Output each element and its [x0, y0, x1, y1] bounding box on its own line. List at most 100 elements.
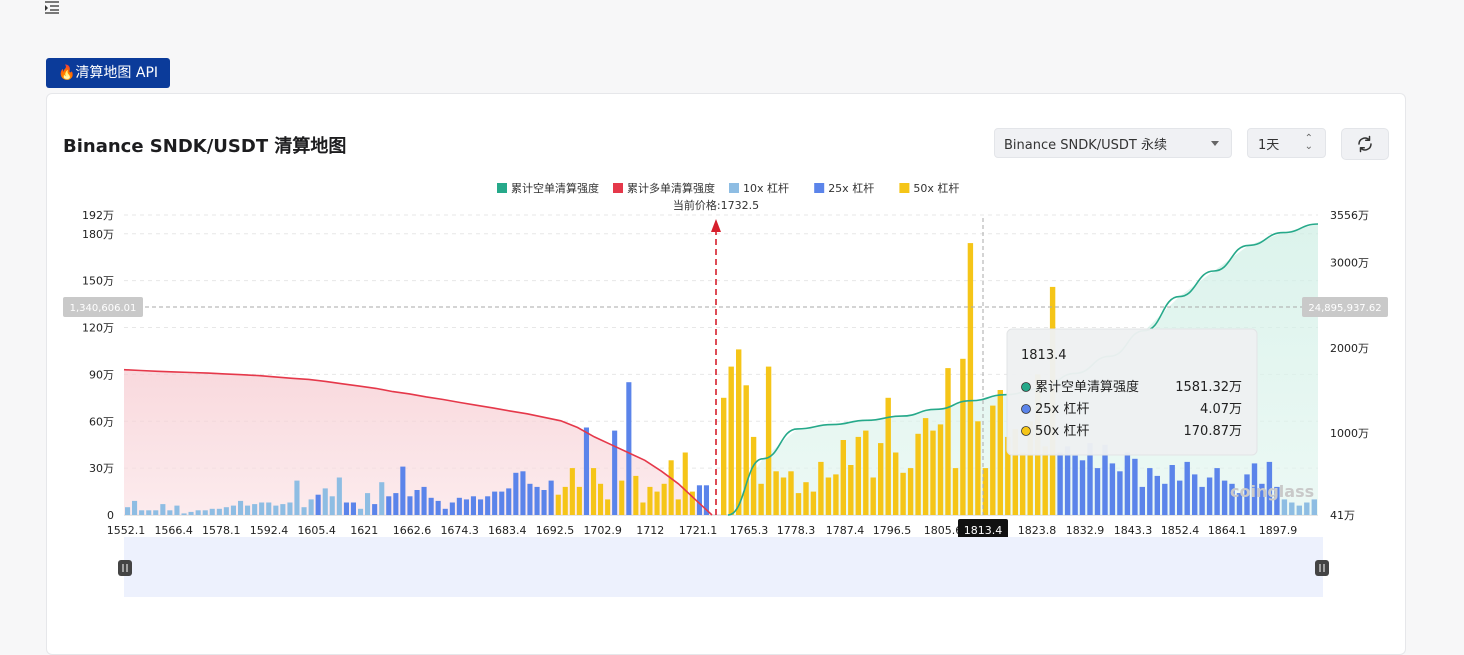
- short-liquidation-bar: [1079, 460, 1086, 515]
- short-liquidation-bar: [1296, 505, 1302, 515]
- long-liquidation-bar: [358, 508, 364, 516]
- x-axis-tick: 1702.9: [583, 524, 622, 537]
- x-axis-tick: 1823.8: [1018, 524, 1057, 537]
- exchange-pair-select[interactable]: Binance SNDK/USDT 永续: [994, 128, 1232, 158]
- legend-item[interactable]: 10x 杠杆: [729, 181, 789, 195]
- long-liquidation-bar: [245, 505, 251, 515]
- short-liquidation-bar: [1139, 486, 1145, 515]
- crosshair-left-label: 1,340,606.01: [70, 303, 137, 314]
- long-liquidation-bar: [223, 507, 229, 515]
- liquidation-chart[interactable]: 累计空单清算强度 累计多单清算强度 10x 杠杆 25x 杠杆 50x 杠杆当前价格:1…: [0, 0, 1464, 630]
- up-down-chevron-icon: ⌃ ⌄: [1304, 133, 1313, 152]
- long-liquidation-bar: [696, 485, 702, 515]
- short-liquidation-bar: [721, 397, 727, 515]
- long-liquidation-bar: [125, 507, 131, 515]
- long-liquidation-bar: [548, 480, 554, 515]
- short-liquidation-bar: [982, 468, 989, 515]
- refresh-button[interactable]: [1341, 128, 1389, 160]
- long-liquidation-bar: [414, 490, 420, 515]
- x-axis-tick: 1566.4: [154, 524, 193, 537]
- short-liquidation-bar: [780, 477, 787, 515]
- long-liquidation-bar: [273, 505, 279, 515]
- long-liquidation-bar: [583, 427, 589, 515]
- long-liquidation-bar: [435, 500, 441, 515]
- current-price-arrow-icon: [711, 219, 721, 232]
- long-liquidation-bar: [336, 477, 342, 515]
- long-liquidation-bar: [527, 483, 533, 516]
- short-liquidation-bar: [765, 366, 772, 515]
- long-liquidation-bar: [703, 485, 709, 515]
- short-liquidation-bar: [818, 461, 824, 515]
- x-axis-tick: 1864.1: [1208, 524, 1247, 537]
- long-liquidation-bar: [308, 499, 314, 515]
- long-liquidation-bar: [386, 496, 392, 516]
- long-liquidation-bar: [238, 500, 244, 515]
- long-liquidation-bar: [534, 486, 540, 515]
- long-liquidation-bar: [230, 505, 236, 515]
- short-liquidation-bar: [1199, 486, 1205, 515]
- short-liquidation-bar: [1124, 452, 1131, 515]
- legend-item[interactable]: 累计多单清算强度: [613, 181, 715, 195]
- short-liquidation-bar: [1012, 429, 1018, 515]
- short-liquidation-bar: [1072, 455, 1078, 515]
- right-axis-tick: 41万: [1330, 509, 1355, 522]
- short-liquidation-bar: [1259, 483, 1265, 516]
- short-liquidation-bar: [848, 465, 854, 515]
- long-liquidation-bar: [294, 480, 300, 515]
- x-axis-tick: 1832.9: [1066, 524, 1105, 537]
- chevron-down-icon: [1211, 141, 1219, 146]
- legend-item[interactable]: 50x 杠杆: [899, 181, 959, 195]
- legend-item[interactable]: 25x 杠杆: [814, 181, 874, 195]
- crosshair-right-label-bg: [1302, 297, 1388, 317]
- tooltip-box: [1006, 328, 1258, 456]
- left-axis-tick: 150万: [82, 275, 114, 288]
- zoom-right-handle[interactable]: [1315, 560, 1329, 576]
- legend-swatch: [814, 183, 825, 193]
- refresh-icon: [1358, 135, 1372, 153]
- long-liquidation-bar: [668, 460, 674, 515]
- short-liquidation-bar: [967, 243, 974, 515]
- x-axis-tick: 1712: [636, 524, 664, 537]
- short-liquidation-bar: [1020, 452, 1026, 515]
- short-liquidation-bar: [1147, 468, 1153, 515]
- short-liquidation-bar: [1221, 480, 1228, 515]
- left-axis-tick: 192万: [82, 209, 114, 222]
- short-liquidation-bar: [1117, 471, 1123, 516]
- long-liquidation-bar: [541, 490, 547, 515]
- short-liquidation-bar: [1281, 499, 1288, 515]
- long-liquidation-bar: [266, 502, 272, 515]
- liquidation-map-api-button[interactable]: 🔥清算地图 API: [46, 58, 171, 88]
- short-liquidation-bar: [743, 385, 749, 515]
- long-liquidation-bar: [675, 499, 681, 515]
- legend-swatch: [729, 183, 739, 193]
- x-axis-tick: 1787.4: [826, 524, 865, 537]
- short-liquidation-bar: [795, 493, 802, 515]
- long-liquidation-bar: [478, 499, 484, 515]
- x-axis-tick: 1621: [350, 524, 378, 537]
- short-liquidation-bar: [1109, 463, 1116, 515]
- short-liquidation-bar: [803, 482, 809, 515]
- menu-collapse-icon[interactable]: [44, 0, 60, 14]
- time-range-select[interactable]: 1天 ⌃ ⌄: [1247, 128, 1326, 158]
- zoom-left-handle[interactable]: [118, 560, 132, 576]
- long-liquidation-bar: [492, 491, 498, 515]
- long-liquidation-bar: [513, 472, 519, 515]
- x-axis-tick: 1674.3: [440, 524, 479, 537]
- short-liquidation-bar: [840, 440, 846, 515]
- legend-swatch: [497, 183, 507, 193]
- tooltip-value: 1581.32万: [1175, 380, 1242, 395]
- short-liquidation-bar: [960, 358, 966, 516]
- short-liquidation-bar: [728, 366, 734, 515]
- x-axis-tick: 1578.1: [202, 524, 241, 537]
- short-liquidation-bar: [1289, 502, 1295, 515]
- short-liquidation-bar: [825, 477, 832, 515]
- x-axis-tick: 1778.3: [777, 524, 816, 537]
- short-liquidation-bar: [758, 483, 764, 516]
- short-liquidation-bar: [1169, 465, 1175, 515]
- short-liquidation-bar: [878, 443, 884, 515]
- long-liquidation-bar: [569, 468, 575, 515]
- legend-item[interactable]: 累计空单清算强度: [497, 181, 599, 195]
- long-liquidation-bar: [343, 502, 349, 515]
- left-axis-tick: 60万: [89, 415, 114, 428]
- x-axis-tick: 1897.9: [1259, 524, 1298, 537]
